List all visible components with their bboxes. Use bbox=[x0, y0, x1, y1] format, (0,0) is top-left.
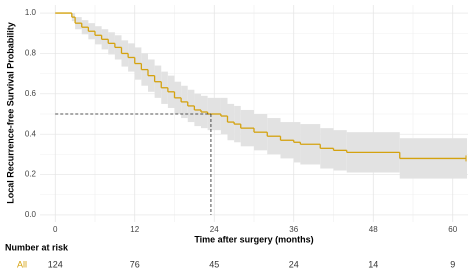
y-tick-label: 0.4 bbox=[25, 129, 37, 138]
y-tick-label: 0.6 bbox=[25, 89, 37, 98]
x-tick-label: 12 bbox=[130, 225, 139, 234]
risk-strata-label: All bbox=[17, 259, 27, 269]
y-tick-label: 0.2 bbox=[25, 170, 37, 179]
risk-count: 124 bbox=[48, 259, 63, 269]
x-tick-label: 60 bbox=[448, 225, 457, 234]
x-tick-label: 48 bbox=[369, 225, 378, 234]
y-tick-label: 1.0 bbox=[25, 8, 37, 17]
x-axis-title: Time after surgery (months) bbox=[194, 234, 313, 244]
x-tick-label: 0 bbox=[53, 225, 58, 234]
y-tick-label: 0.8 bbox=[25, 49, 37, 58]
y-axis-title: Local Recurrence-free Survival Probabili… bbox=[5, 22, 15, 204]
risk-count: 45 bbox=[209, 259, 219, 269]
risk-count: 14 bbox=[368, 259, 378, 269]
x-tick-label: 24 bbox=[210, 225, 219, 234]
risk-table-title: Number at risk bbox=[5, 242, 69, 252]
y-tick-label: 0.0 bbox=[25, 210, 37, 219]
risk-count: 9 bbox=[450, 259, 455, 269]
x-tick-label: 36 bbox=[289, 225, 298, 234]
risk-count: 24 bbox=[289, 259, 299, 269]
risk-count: 76 bbox=[130, 259, 140, 269]
